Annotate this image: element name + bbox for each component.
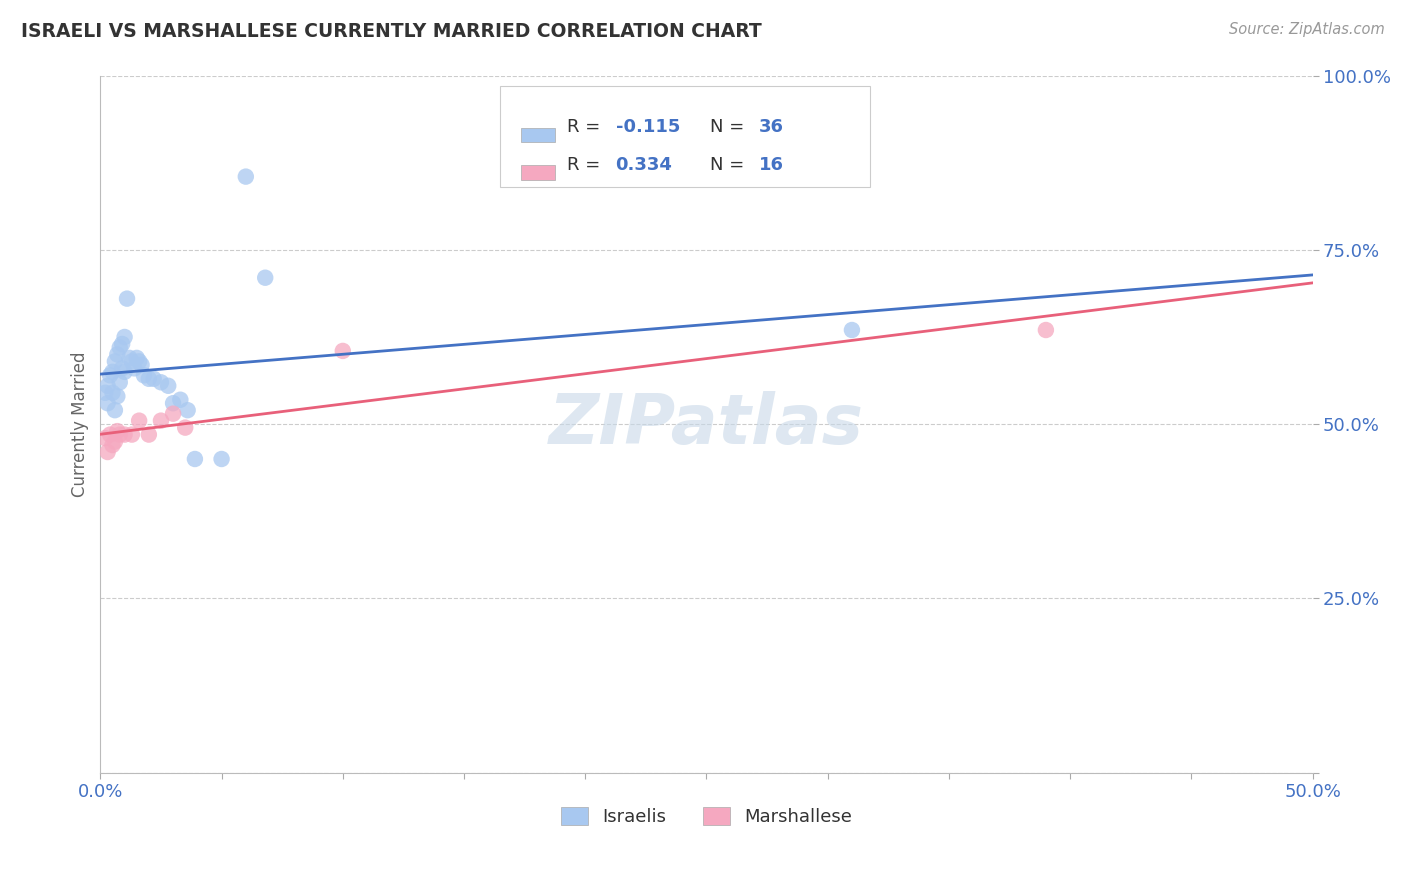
Point <box>142 372 165 386</box>
Point <box>111 361 134 376</box>
Point <box>128 414 150 428</box>
Point <box>104 403 127 417</box>
Point <box>97 396 120 410</box>
Point <box>108 427 131 442</box>
Point <box>332 343 354 358</box>
Text: -0.115: -0.115 <box>616 118 681 136</box>
Point <box>162 407 184 421</box>
Point <box>121 354 143 368</box>
Point <box>169 392 191 407</box>
Point <box>125 351 148 365</box>
Point <box>149 414 172 428</box>
Point <box>98 427 121 442</box>
Point <box>108 376 131 390</box>
Point <box>118 351 141 365</box>
Point <box>124 361 146 376</box>
Point <box>157 378 180 392</box>
Point <box>114 330 136 344</box>
Point <box>98 368 121 383</box>
Text: ZIPatlas: ZIPatlas <box>548 391 863 458</box>
Point <box>97 445 120 459</box>
Text: N =: N = <box>710 156 751 174</box>
Text: 36: 36 <box>759 118 783 136</box>
Point <box>149 376 172 390</box>
Point <box>97 378 120 392</box>
Point <box>211 452 233 467</box>
Text: R =: R = <box>567 118 606 136</box>
Point <box>101 438 124 452</box>
Point <box>101 365 124 379</box>
Point <box>114 365 136 379</box>
Point <box>176 403 198 417</box>
Point <box>841 323 863 337</box>
Point <box>105 389 128 403</box>
Text: Source: ZipAtlas.com: Source: ZipAtlas.com <box>1229 22 1385 37</box>
Point <box>101 385 124 400</box>
Text: 16: 16 <box>759 156 783 174</box>
Point <box>111 337 134 351</box>
Text: R =: R = <box>567 156 606 174</box>
Point <box>184 452 207 467</box>
Point <box>104 434 127 449</box>
Point <box>254 270 277 285</box>
Point <box>114 427 136 442</box>
Text: N =: N = <box>710 118 751 136</box>
FancyBboxPatch shape <box>501 86 870 187</box>
Point <box>162 396 184 410</box>
Point <box>94 385 117 400</box>
Point <box>1035 323 1057 337</box>
Text: ISRAELI VS MARSHALLESE CURRENTLY MARRIED CORRELATION CHART: ISRAELI VS MARSHALLESE CURRENTLY MARRIED… <box>21 22 762 41</box>
Point <box>104 354 127 368</box>
Point <box>105 424 128 438</box>
Point <box>128 354 150 368</box>
Point <box>108 341 131 355</box>
Point <box>235 169 257 184</box>
Point <box>105 347 128 361</box>
Y-axis label: Currently Married: Currently Married <box>72 351 89 497</box>
Point <box>121 427 143 442</box>
Text: 0.334: 0.334 <box>616 156 672 174</box>
Point <box>115 292 138 306</box>
Point <box>131 358 153 372</box>
Point <box>94 431 117 445</box>
Point <box>138 427 160 442</box>
Point <box>132 368 155 383</box>
FancyBboxPatch shape <box>522 128 555 143</box>
Point <box>138 372 160 386</box>
FancyBboxPatch shape <box>522 165 555 180</box>
Legend: Israelis, Marshallese: Israelis, Marshallese <box>554 800 859 833</box>
Point <box>174 420 197 434</box>
